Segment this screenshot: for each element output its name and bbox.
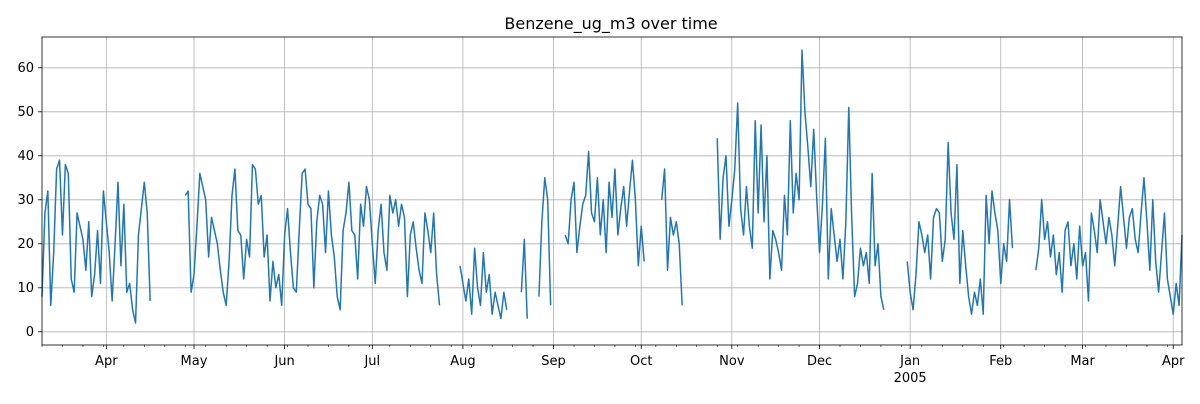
series-line-segment — [906, 141, 1014, 315]
series-line-segment — [564, 150, 645, 267]
plot-frame — [41, 36, 1183, 346]
x-tick-label: Aug — [450, 354, 475, 369]
y-tick-label: 10 — [17, 281, 34, 296]
grid-lines — [42, 37, 1182, 345]
y-tick-label: 30 — [17, 193, 34, 208]
series-line-segment — [1035, 177, 1183, 315]
series-line-segment — [184, 163, 441, 311]
y-tick-label: 0 — [26, 325, 34, 340]
x-tick-label: Jun — [273, 354, 294, 369]
series-line-segment — [660, 168, 683, 306]
series-line-segment — [41, 159, 151, 324]
x-tick-label: Dec — [807, 354, 832, 369]
y-tick-label: 50 — [17, 105, 34, 120]
y-tick-label: 60 — [17, 61, 34, 76]
x-tick-label: Jan — [899, 354, 920, 369]
x-tick-label: May — [181, 354, 208, 369]
x-tick-label: Apr — [95, 354, 118, 369]
series-line-segment — [538, 177, 552, 306]
data-layer — [41, 49, 1183, 324]
x-tick-label: Nov — [719, 354, 745, 369]
x-tick-label: Feb — [989, 354, 1012, 369]
series-line-segment — [459, 247, 508, 320]
x-tick-label: Mar — [1070, 354, 1095, 369]
series-line-segment — [520, 238, 528, 319]
series-line-segment — [716, 49, 885, 310]
x-tick-label: Apr — [1162, 354, 1185, 369]
y-tick-label: 20 — [17, 237, 34, 252]
x-year-label: 2005 — [894, 371, 927, 386]
y-tick-label: 40 — [17, 149, 34, 164]
chart-title: Benzene_ug_m3 over time — [504, 14, 717, 34]
x-tick-label: Oct — [630, 354, 652, 369]
x-tick-label: Jul — [363, 354, 380, 369]
x-tick-label: Sep — [541, 354, 566, 369]
axes: 0 10 20 30 40 50 60 Apr May Jun Jul Aug Sep Oct Nov Dec… — [17, 36, 1185, 386]
